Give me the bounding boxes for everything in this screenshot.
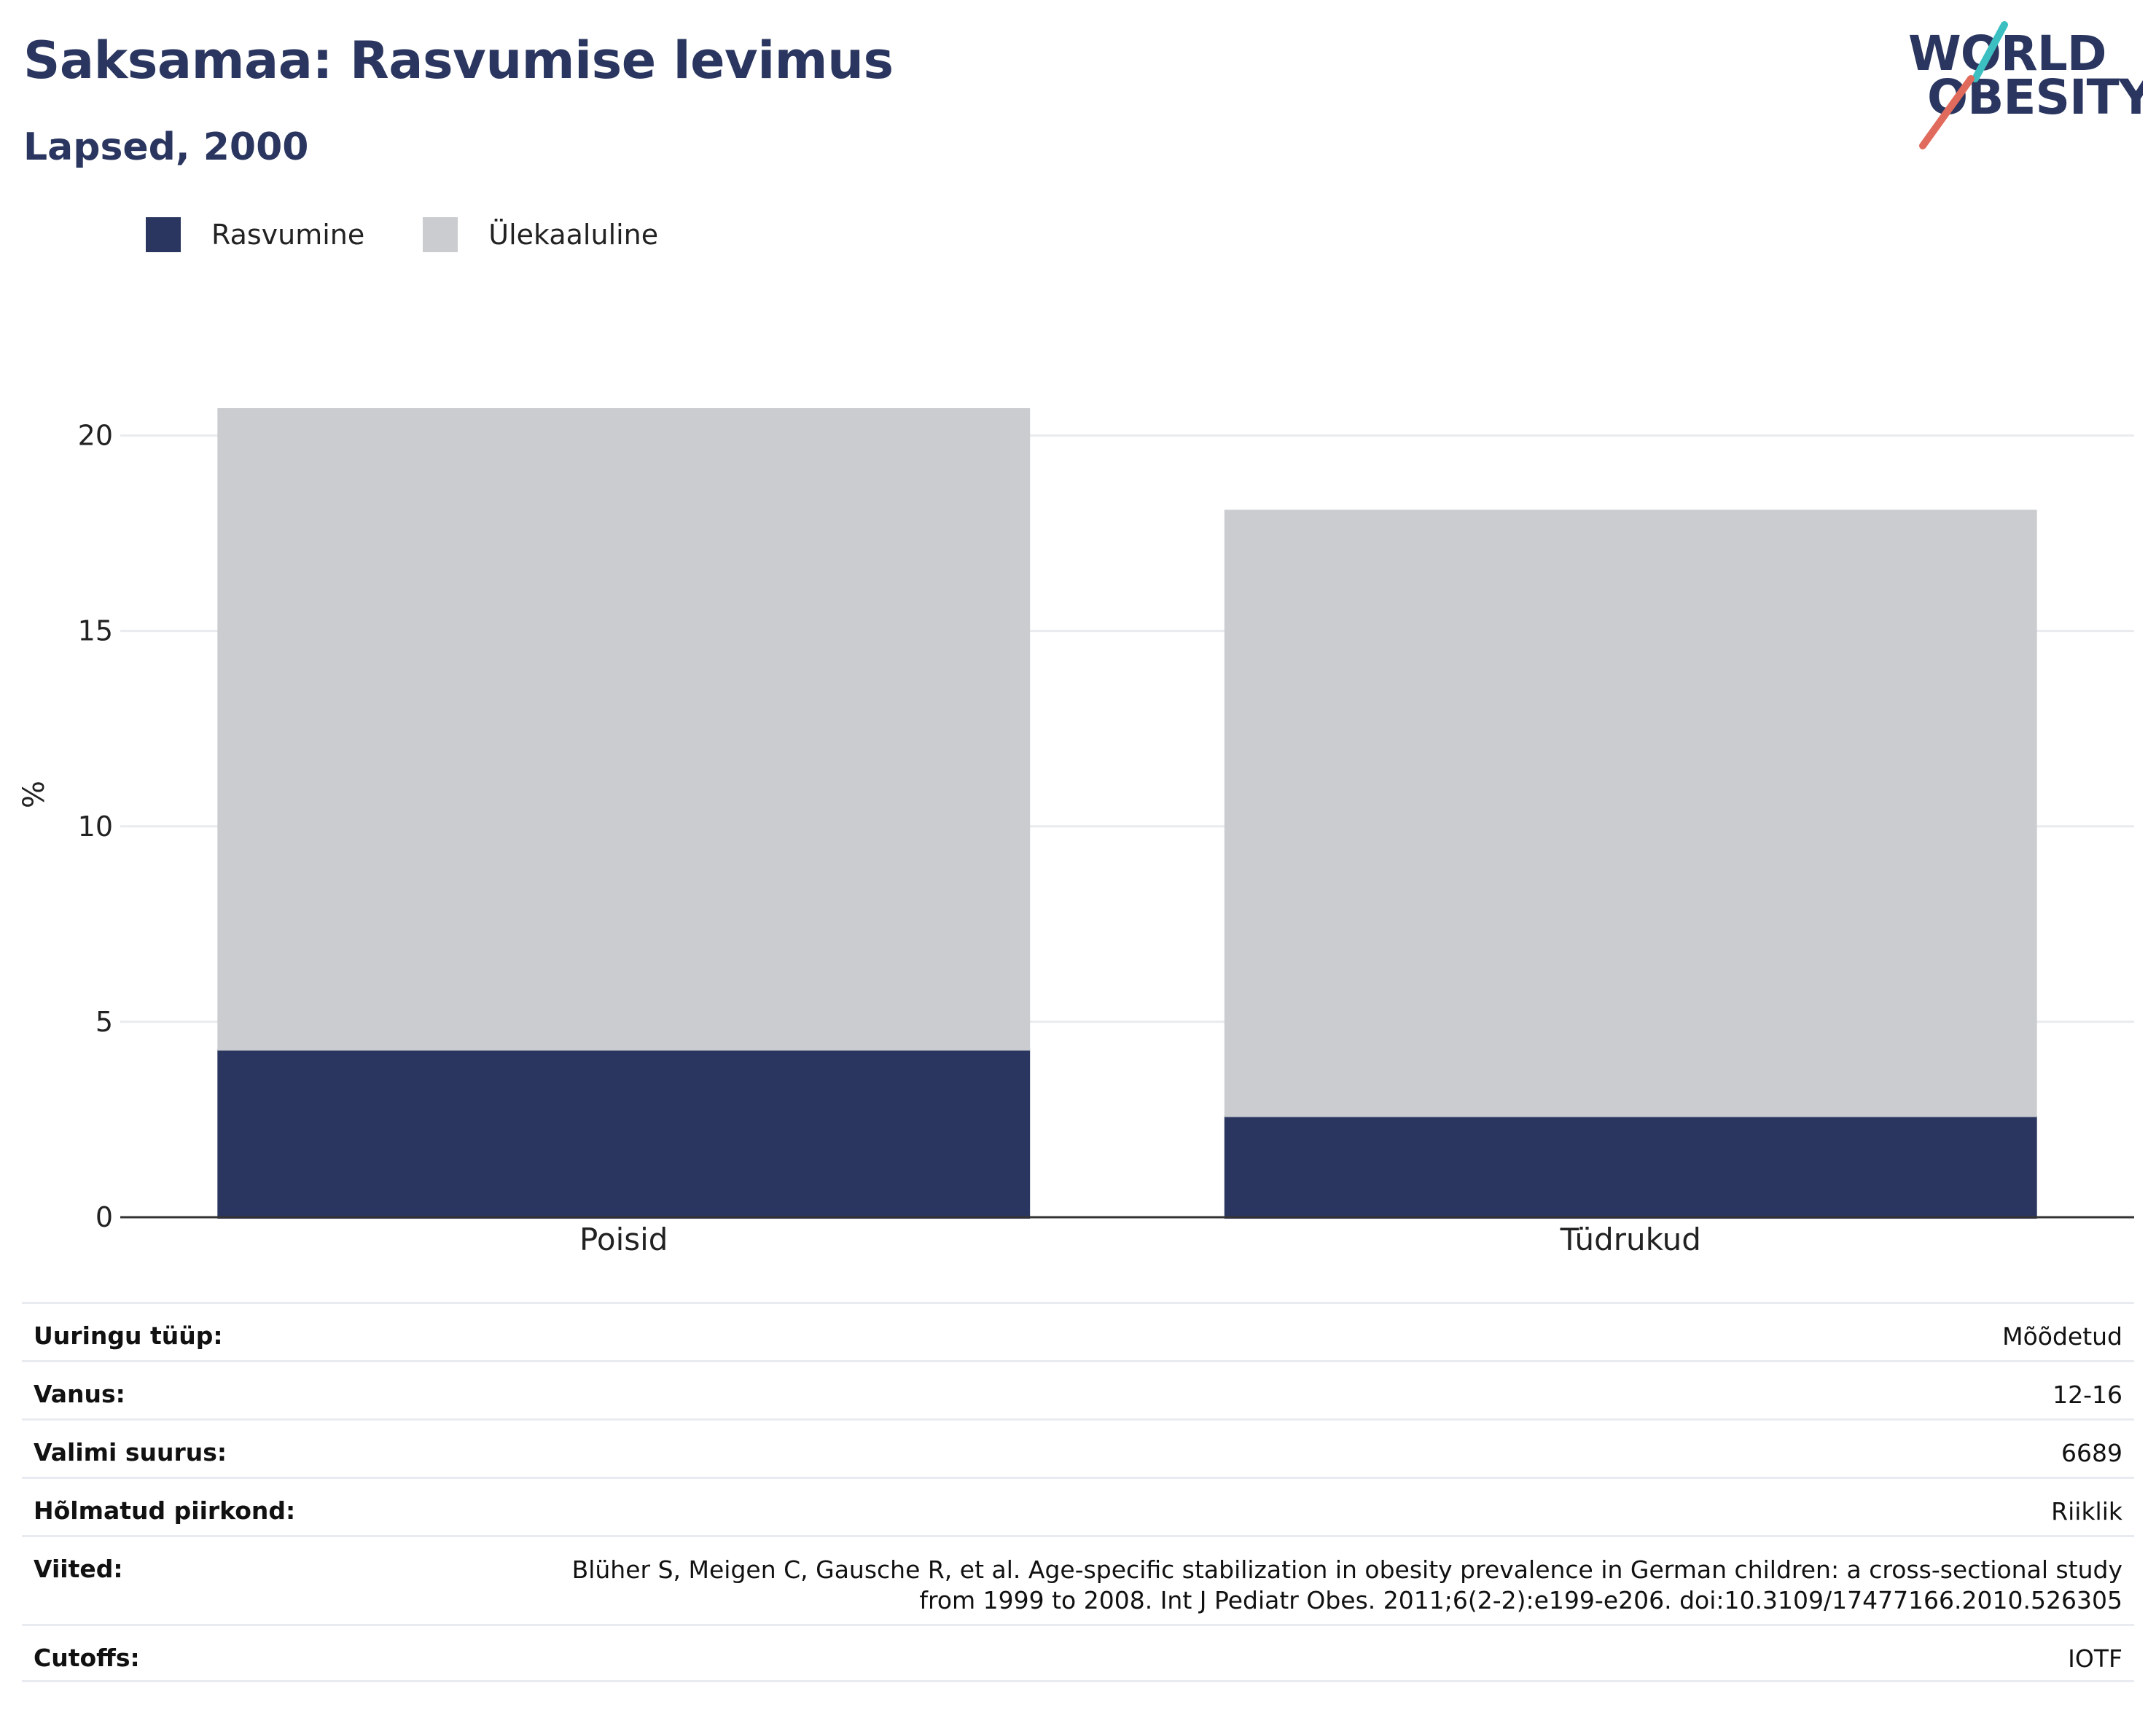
x-category-label: Tüdrukud	[1560, 1222, 1701, 1257]
logo-slash-bottom	[1919, 75, 1975, 149]
y-tick-label: 0	[95, 1201, 113, 1233]
legend-item-obesity: Rasvumine	[146, 217, 364, 252]
chart-legend: Rasvumine Ülekaaluline	[146, 216, 716, 254]
info-key-area-covered: Hõlmatud piirkond:	[34, 1496, 296, 1525]
info-row-references: Viited: Blüher S, Meigen C, Gausche R, e…	[22, 1535, 2134, 1624]
info-row-sample-size: Valimi suurus: 6689	[22, 1418, 2134, 1477]
study-info-table: Uuringu tüüp: Mõõdetud Vanus: 12-16 Vali…	[22, 1302, 2134, 1682]
info-value-cutoffs: IOTF	[2068, 1644, 2122, 1673]
info-row-area-covered: Hõlmatud piirkond: Riiklik	[22, 1477, 2134, 1535]
info-key-age: Vanus:	[34, 1380, 125, 1408]
y-tick-label: 5	[95, 1006, 113, 1038]
info-row-age: Vanus: 12-16	[22, 1360, 2134, 1418]
legend-swatch-obesity	[146, 217, 181, 252]
stacked-bar-chart: 0 5 10 15 20 Poisid Tüdrukud%	[17, 408, 2134, 1257]
legend-swatch-overweight	[423, 217, 458, 252]
info-key-cutoffs: Cutoffs:	[34, 1644, 140, 1672]
logo-text-obesity: OBESITY	[1927, 69, 2143, 125]
legend-item-overweight: Ülekaaluline	[423, 217, 658, 252]
bar-segment-overweight	[1224, 509, 2037, 1117]
info-key-sample-size: Valimi suurus:	[34, 1438, 227, 1467]
logo-text-world: WORLD	[1908, 26, 2106, 82]
legend-label-overweight: Ülekaaluline	[488, 219, 659, 251]
info-key-references: Viited:	[34, 1555, 123, 1583]
x-category-label: Poisid	[579, 1222, 668, 1257]
bar-segment-obesity	[217, 1049, 1031, 1219]
y-tick-label: 10	[78, 811, 113, 843]
page-title: Saksamaa: Rasvumise levimus	[23, 31, 894, 90]
info-row-cutoffs: Cutoffs: IOTF	[22, 1624, 2134, 1682]
info-value-age: 12-16	[2053, 1380, 2122, 1409]
info-value-sample-size: 6689	[2061, 1439, 2122, 1467]
y-tick-label: 15	[78, 615, 113, 647]
info-value-area-covered: Riiklik	[2051, 1497, 2122, 1526]
page-subtitle: Lapsed, 2000	[23, 125, 309, 169]
info-row-survey-type: Uuringu tüüp: Mõõdetud	[22, 1302, 2134, 1360]
info-value-references: Blüher S, Meigen C, Gausche R, et al. Ag…	[571, 1555, 2122, 1614]
world-obesity-logo: WORLD OBESITY	[1908, 21, 2143, 149]
bar-segment-obesity	[1224, 1115, 2037, 1219]
y-axis-label: %	[17, 781, 51, 808]
info-value-survey-type: Mõõdetud	[2002, 1322, 2122, 1351]
info-key-survey-type: Uuringu tüüp:	[34, 1321, 223, 1350]
legend-label-obesity: Rasvumine	[211, 219, 365, 251]
logo-slash-top	[1972, 21, 2008, 82]
bar-segment-overweight	[217, 408, 1031, 1051]
y-tick-label: 20	[78, 420, 113, 452]
